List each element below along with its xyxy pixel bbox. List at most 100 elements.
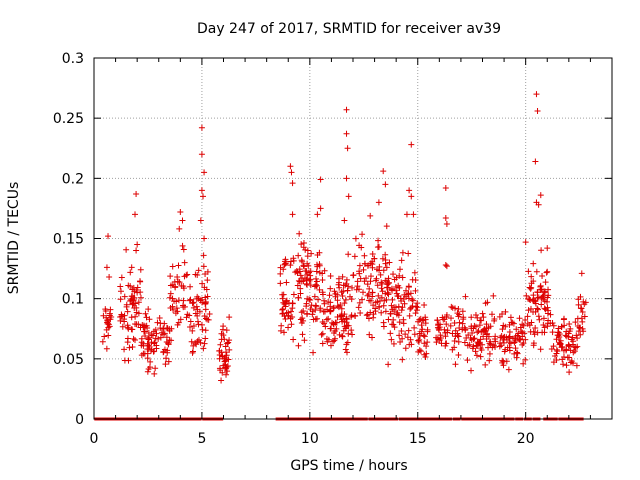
data-point	[360, 289, 366, 296]
data-point	[129, 344, 136, 351]
data-point	[186, 324, 193, 331]
data-point	[522, 336, 529, 343]
data-point	[389, 287, 396, 294]
data-point	[406, 187, 413, 194]
y-tick-label: 0.15	[53, 232, 84, 248]
data-point	[141, 328, 148, 335]
data-point	[103, 345, 110, 352]
data-point	[180, 246, 187, 253]
data-point	[137, 294, 144, 301]
data-point	[345, 251, 352, 258]
data-point	[137, 266, 144, 273]
data-point	[395, 303, 402, 310]
data-point	[507, 314, 514, 321]
data-point	[187, 318, 194, 325]
data-point	[327, 325, 334, 332]
data-point	[467, 335, 474, 341]
data-point	[135, 310, 142, 317]
data-point	[123, 303, 130, 310]
data-point	[437, 334, 444, 341]
data-point	[316, 286, 323, 293]
data-point	[303, 303, 310, 310]
data-point	[500, 358, 507, 365]
data-point	[385, 316, 392, 323]
data-point	[100, 312, 107, 319]
data-point	[279, 306, 286, 313]
data-point	[202, 335, 209, 342]
data-point	[566, 321, 573, 328]
data-point	[396, 332, 403, 339]
data-point	[498, 333, 505, 340]
data-point	[544, 245, 551, 252]
data-point	[298, 257, 305, 264]
data-point	[543, 269, 550, 276]
data-point	[297, 316, 304, 323]
data-point	[307, 306, 314, 313]
data-point	[320, 308, 327, 315]
data-point	[319, 318, 326, 325]
data-point	[190, 322, 197, 329]
data-point	[417, 348, 424, 355]
data-point	[367, 297, 374, 304]
data-point	[335, 304, 342, 311]
data-point	[343, 130, 350, 137]
data-point	[401, 300, 408, 307]
data-point	[477, 353, 484, 360]
data-point	[201, 235, 208, 242]
data-point	[455, 338, 462, 345]
data-point	[377, 271, 384, 278]
data-point	[483, 321, 490, 328]
data-point	[117, 296, 124, 303]
data-point	[315, 296, 322, 303]
data-point	[468, 367, 475, 374]
data-point	[380, 168, 387, 175]
data-point	[289, 180, 296, 187]
data-point	[489, 311, 496, 318]
data-point	[290, 255, 297, 262]
data-point	[99, 338, 106, 345]
data-point	[125, 282, 132, 289]
data-point	[124, 335, 131, 342]
data-point	[373, 275, 380, 282]
data-point	[132, 336, 139, 343]
data-point	[533, 91, 540, 98]
data-point	[121, 312, 128, 319]
data-point	[556, 331, 563, 338]
data-point	[398, 327, 405, 334]
data-point	[422, 316, 429, 323]
data-point	[367, 273, 374, 280]
data-point	[310, 316, 317, 323]
data-point	[361, 278, 368, 285]
data-point	[472, 348, 479, 355]
data-point	[335, 275, 342, 282]
data-point	[317, 307, 324, 314]
data-point	[449, 346, 456, 353]
data-point	[342, 346, 349, 353]
data-point	[487, 323, 494, 330]
data-point	[472, 312, 479, 319]
data-point	[412, 277, 419, 284]
data-point	[520, 322, 527, 329]
data-point	[578, 270, 585, 277]
data-point	[513, 326, 520, 333]
data-point	[151, 328, 158, 335]
data-point	[513, 349, 520, 356]
data-point	[484, 330, 491, 337]
data-point	[173, 305, 180, 312]
x-axis-label: GPS time / hours	[290, 458, 407, 474]
data-point	[421, 302, 428, 309]
data-point	[396, 319, 403, 326]
data-point	[563, 333, 570, 340]
data-point	[202, 301, 209, 308]
data-point	[172, 284, 179, 291]
data-point	[206, 310, 213, 317]
data-point	[187, 283, 194, 290]
data-point	[372, 299, 379, 306]
data-point	[345, 322, 352, 329]
data-point	[455, 333, 462, 340]
data-point	[415, 318, 422, 325]
data-point	[464, 357, 471, 364]
y-tick-label: 0.2	[62, 171, 84, 187]
data-point	[323, 316, 330, 323]
data-point	[277, 327, 284, 334]
